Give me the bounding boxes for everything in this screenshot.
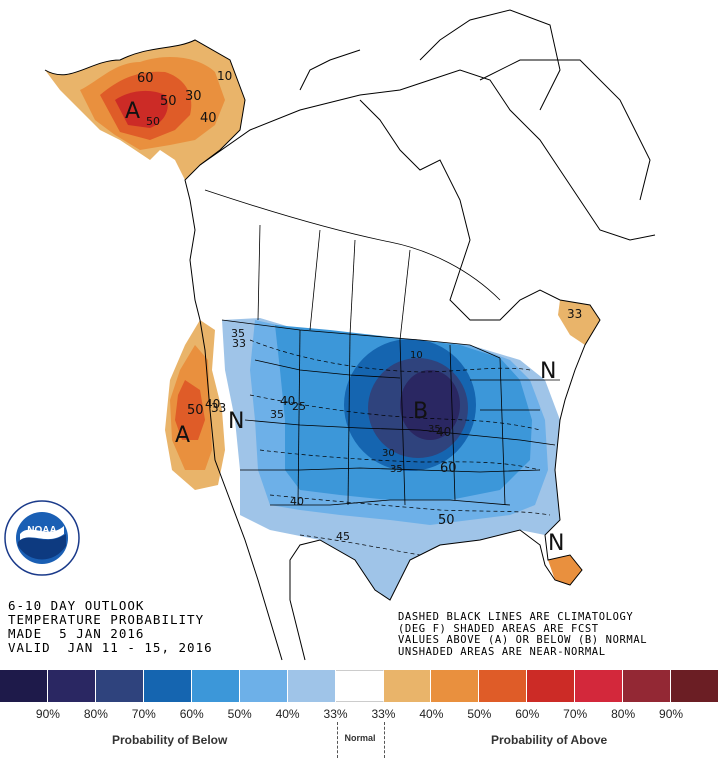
note-line: UNSHADED AREAS ARE NEAR-NORMAL (398, 645, 606, 658)
climatology-lines (249, 339, 551, 556)
west-coast-above-region (165, 320, 225, 490)
legend-swatch (527, 670, 576, 702)
contour-label: 50 (146, 115, 160, 128)
label-normal-west: N (228, 409, 244, 434)
contour-label: 40 (436, 425, 451, 439)
contour-label: 33 (232, 337, 246, 350)
legend-swatch (335, 670, 384, 702)
contour-label: 25 (292, 400, 306, 413)
alaska-above-region (45, 40, 245, 180)
legend-swatch (239, 670, 288, 702)
contour-label: 33 (211, 401, 226, 415)
legend-tick-label: 50% (467, 707, 492, 721)
label-above-alaska: A (125, 99, 140, 124)
coastlines (44, 9, 656, 661)
contour-label: 50 (160, 94, 177, 109)
legend-tick-label: 33% (323, 707, 348, 721)
legend-below-label: Probability of Below (112, 733, 228, 747)
contour-label: 45 (336, 530, 350, 543)
legend-tick-label: 60% (515, 707, 540, 721)
contour-label: 60 (137, 71, 154, 86)
legend-tick-label: 90% (35, 707, 60, 721)
legend-swatch (383, 670, 432, 702)
legend-tick-label: 90% (659, 707, 684, 721)
contour-label: 40 (280, 394, 295, 408)
legend-swatch (47, 670, 96, 702)
contour-label: 10 (217, 69, 232, 83)
title-line: 6-10 DAY OUTLOOK (8, 598, 145, 613)
legend-swatch (143, 670, 192, 702)
note-line: DASHED BLACK LINES ARE CLIMATOLOGY (398, 611, 634, 623)
contour-label: 33 (567, 307, 582, 321)
legend-swatch (0, 670, 48, 702)
noaa-logo-text: NOAA (27, 525, 56, 536)
contour-label: 50 (438, 513, 455, 528)
contour-label: 35 (390, 464, 403, 475)
title-line: TEMPERATURE PROBABILITY (8, 612, 205, 627)
contour-label: 60 (440, 461, 457, 476)
title-line: VALID JAN 11 - 15, 2016 (8, 640, 213, 655)
noaa-logo: NOAA (4, 500, 80, 576)
map-labels: A A B N N N 60 50 30 10 40 50 33 50 40 3… (125, 69, 582, 556)
legend-swatch (623, 670, 672, 702)
contour-label: 10 (410, 350, 423, 361)
label-below: B (413, 399, 428, 424)
legend-tick-labels: 90% 80% 70% 60% 50% 40% 33% 33% 40% 50% 60% 70% 80% 9… (0, 707, 719, 721)
title-line: MADE 5 JAN 2016 (8, 626, 145, 641)
legend-swatch (95, 670, 144, 702)
contour-label: 40 (290, 495, 304, 508)
legend-tick-label: 50% (227, 707, 252, 721)
legend-color-bar (0, 670, 719, 702)
legend-tick-label: 70% (563, 707, 588, 721)
contour-label: 50 (187, 403, 204, 418)
note-line: (DEG F) SHADED AREAS ARE FCST (398, 622, 599, 635)
legend-normal-label: Normal (344, 733, 376, 743)
legend-swatch (671, 670, 719, 702)
florida-above-region (548, 555, 582, 585)
below-normal-region (222, 318, 560, 600)
legend-tick-label: 80% (611, 707, 636, 721)
maine-above-region (558, 300, 600, 345)
legend-swatch (191, 670, 240, 702)
label-normal-florida: N (548, 531, 564, 556)
legend-normal-divider (337, 722, 385, 758)
outlook-title-block: 6-10 DAY OUTLOOK TEMPERATURE PROBABILITY M… (8, 599, 213, 655)
legend-above-label: Probability of Above (491, 733, 608, 747)
legend-tick-label: 60% (179, 707, 204, 721)
legend-tick-label: 33% (371, 707, 396, 721)
legend-swatch (479, 670, 528, 702)
contour-label: 40 (205, 397, 220, 411)
legend-tick-label: 40% (419, 707, 444, 721)
note-line: VALUES ABOVE (A) OR BELOW (B) NORMAL (398, 634, 648, 646)
contour-label: 35 (428, 424, 441, 435)
legend-swatch (575, 670, 624, 702)
notes-block: DASHED BLACK LINES ARE CLIMATOLOGY (DEG F… (398, 611, 648, 658)
outlook-map: A A B N N N 60 50 30 10 40 50 33 50 40 3… (44, 9, 656, 661)
label-normal-east: N (540, 359, 556, 384)
label-above-west: A (175, 423, 190, 448)
contour-label: 35 (270, 408, 284, 421)
legend-tick-label: 70% (131, 707, 156, 721)
contour-label: 35 (231, 327, 245, 340)
legend-tick-label: 80% (83, 707, 108, 721)
legend-tick-label: 40% (275, 707, 300, 721)
contour-label: 30 (382, 448, 395, 459)
legend-swatch (287, 670, 336, 702)
contour-label: 40 (200, 111, 217, 126)
contour-label: 30 (185, 89, 202, 104)
legend-swatch (431, 670, 480, 702)
